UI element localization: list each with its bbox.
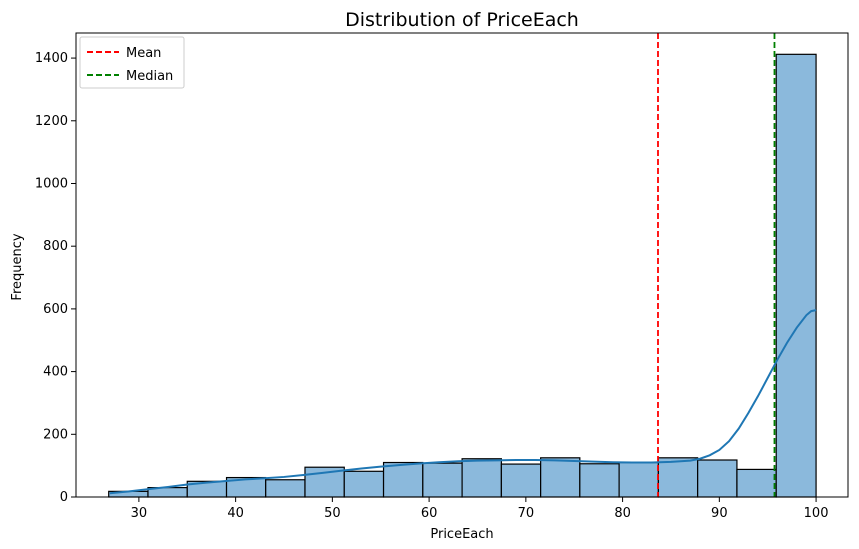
legend: Mean Median [79, 36, 185, 89]
histogram-bars [108, 53, 817, 498]
reference-lines [657, 33, 776, 497]
histogram-bar-11 [500, 463, 542, 498]
x-tick-label-40: 40 [227, 506, 244, 521]
histogram-bar-5 [265, 479, 306, 498]
histogram-bar-12 [540, 457, 581, 498]
y-axis-ticks: 0 200 400 600 800 1000 1200 1400 [35, 51, 76, 505]
histogram-bar-18 [775, 53, 817, 498]
x-tick-label-60: 60 [421, 506, 438, 521]
histogram-bar-9 [422, 462, 463, 498]
x-axis-label: PriceEach [430, 527, 493, 542]
histogram-bar-15 [657, 457, 699, 498]
y-axis-label: Frequency [10, 233, 25, 300]
histogram-bar-8 [382, 461, 424, 498]
x-tick-label-30: 30 [131, 506, 148, 521]
y-tick-label-200: 200 [43, 427, 68, 442]
y-tick-label-1000: 1000 [35, 176, 68, 191]
x-tick-label-90: 90 [711, 506, 728, 521]
plot-frame [75, 32, 849, 498]
y-tick-label-1200: 1200 [35, 114, 68, 129]
x-tick-label-80: 80 [614, 506, 631, 521]
y-tick-label-400: 400 [43, 365, 68, 380]
y-tick-label-0: 0 [60, 490, 68, 505]
y-tick-label-1400: 1400 [35, 51, 68, 66]
legend-median-label: Median [126, 69, 173, 84]
kde-line [109, 309, 817, 495]
histogram-bar-17 [736, 468, 777, 498]
histogram-bar-7 [343, 470, 385, 498]
x-tick-label-70: 70 [518, 506, 535, 521]
y-tick-label-800: 800 [43, 239, 68, 254]
chart-title: Distribution of PriceEach [345, 9, 579, 31]
kde-layer [109, 309, 817, 495]
x-tick-label-100: 100 [804, 506, 829, 521]
x-tick-label-50: 50 [324, 506, 341, 521]
histogram-bar-14 [618, 461, 659, 498]
x-axis-ticks: 30 40 50 60 70 80 90 100 [131, 497, 829, 521]
legend-mean-label: Mean [126, 46, 161, 61]
histogram-bar-16 [697, 459, 738, 498]
y-tick-label-600: 600 [43, 302, 68, 317]
histogram-bar-10 [461, 458, 502, 498]
histogram-bar-13 [579, 463, 620, 498]
